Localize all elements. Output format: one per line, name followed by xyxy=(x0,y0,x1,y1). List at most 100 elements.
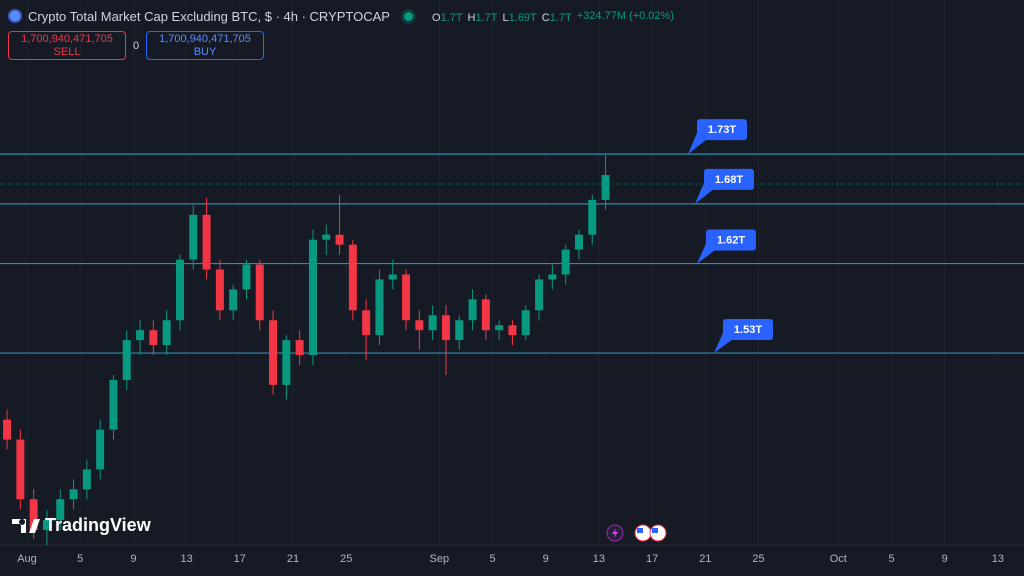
x-tick-label: 25 xyxy=(340,553,352,565)
buy-label: BUY xyxy=(193,46,217,58)
candle-body xyxy=(601,175,610,200)
candle-body xyxy=(109,379,118,430)
ohlc-values: O1.7T H1.7T L1.69T C1.7T xyxy=(427,9,572,24)
level-label-box xyxy=(706,229,756,251)
buy-price: 1,700,940,471,705 xyxy=(159,33,251,45)
candle-body xyxy=(574,234,583,250)
x-tick-label: 13 xyxy=(992,553,1004,565)
ohlc-key: L xyxy=(502,11,509,24)
flag-canton xyxy=(652,528,658,533)
level-label-box xyxy=(697,119,747,141)
ohlc-value: 1.7T xyxy=(475,11,498,24)
x-tick-label: 5 xyxy=(489,553,495,565)
candle-body xyxy=(295,340,304,356)
candle-body xyxy=(202,214,211,270)
sell-button[interactable]: 1,700,940,471,705 SELL xyxy=(8,31,126,60)
candle-body xyxy=(455,320,464,341)
candle-body xyxy=(348,244,357,311)
candle-body xyxy=(468,299,477,321)
x-tick-label: 9 xyxy=(942,553,948,565)
ohlc-value: 1.69T xyxy=(508,11,537,24)
candle-body xyxy=(308,239,317,356)
candle-body xyxy=(162,320,171,346)
candle-body xyxy=(548,274,557,280)
candle-body xyxy=(96,429,105,470)
candle-body xyxy=(561,249,570,275)
candle-body xyxy=(441,315,450,341)
candle-body xyxy=(335,234,344,245)
candle-body xyxy=(189,214,198,260)
candle-body xyxy=(481,299,490,331)
candle-body xyxy=(428,315,437,331)
symbol-icon xyxy=(8,9,22,23)
flag-canton xyxy=(637,528,643,533)
ohlc-key: C xyxy=(541,11,550,24)
watermark: TradingView xyxy=(45,515,152,535)
level-label: 1.68T xyxy=(715,174,743,186)
candle-body xyxy=(136,330,145,341)
candle-body xyxy=(255,264,264,321)
market-status xyxy=(403,11,413,21)
candle-body xyxy=(215,269,224,311)
candle-body xyxy=(521,310,530,336)
level-label-box xyxy=(704,168,754,190)
candle-body xyxy=(588,199,597,235)
x-tick-label: Oct xyxy=(830,553,847,565)
trade-panel: 1,700,940,471,705 SELL 0 1,700,940,471,7… xyxy=(8,31,264,60)
sell-price: 1,700,940,471,705 xyxy=(21,33,113,45)
price-change: +324.77M (+0.02%) xyxy=(576,10,674,22)
candle-body xyxy=(175,259,184,321)
candle-body xyxy=(42,520,51,531)
candle-body xyxy=(269,320,278,385)
candle-body xyxy=(322,234,331,240)
x-tick-label: 17 xyxy=(234,553,246,565)
candle-body xyxy=(388,274,397,280)
candle-body xyxy=(495,325,504,331)
candle-body xyxy=(508,325,517,336)
x-tick-label: Aug xyxy=(17,553,37,565)
level-label: 1.73T xyxy=(708,124,736,136)
x-tick-label: 9 xyxy=(543,553,549,565)
event-icon-glyph xyxy=(612,528,618,538)
candle-body xyxy=(535,279,544,311)
candle-body xyxy=(3,419,12,440)
symbol-header: Crypto Total Market Cap Excluding BTC, $… xyxy=(8,6,674,26)
candle-body xyxy=(229,289,238,311)
ohlc-value: 1.7T xyxy=(549,11,572,24)
x-tick-label: 5 xyxy=(888,553,894,565)
level-label-box xyxy=(723,319,773,341)
ohlc-key: H xyxy=(467,11,476,24)
candle-body xyxy=(415,320,424,331)
candle-body xyxy=(56,499,65,521)
candle-body xyxy=(375,279,384,336)
candle-body xyxy=(282,340,291,385)
candle-body xyxy=(242,264,251,290)
candle-body xyxy=(16,439,25,500)
candle-body xyxy=(69,489,78,500)
candle-body xyxy=(29,499,38,531)
candle-body xyxy=(149,330,158,346)
x-tick-label: 17 xyxy=(646,553,658,565)
level-label: 1.53T xyxy=(734,324,762,336)
x-tick-label: 21 xyxy=(699,553,711,565)
x-tick-label: 25 xyxy=(752,553,764,565)
symbol-title[interactable]: Crypto Total Market Cap Excluding BTC, $… xyxy=(28,8,390,24)
candle-body xyxy=(122,340,131,380)
candle-body xyxy=(82,469,91,490)
ohlc-value: 1.7T xyxy=(440,11,463,24)
buy-button[interactable]: 1,700,940,471,705 BUY xyxy=(146,31,264,60)
x-tick-label: Sep xyxy=(430,553,450,565)
x-tick-label: 9 xyxy=(130,553,136,565)
candle-body xyxy=(402,274,411,321)
level-label: 1.62T xyxy=(717,234,745,246)
x-tick-label: 5 xyxy=(77,553,83,565)
x-tick-label: 21 xyxy=(287,553,299,565)
ohlc-key: O xyxy=(431,11,441,24)
x-tick-label: 13 xyxy=(593,553,605,565)
candle-body xyxy=(362,310,371,336)
watermark-logo xyxy=(12,519,40,533)
x-tick-label: 13 xyxy=(180,553,192,565)
sell-label: SELL xyxy=(53,46,81,58)
